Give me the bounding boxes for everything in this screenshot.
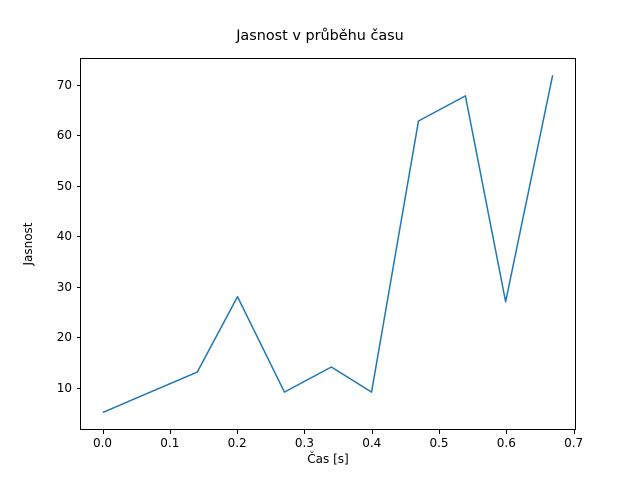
y-tick-label: 10 bbox=[56, 380, 72, 395]
y-tick-label: 40 bbox=[56, 229, 72, 244]
y-axis-label-text: Jasnost bbox=[21, 222, 35, 266]
x-tick-mark bbox=[439, 430, 441, 434]
y-tick-mark bbox=[76, 85, 80, 86]
x-tick-mark bbox=[371, 430, 373, 434]
y-tick-mark bbox=[76, 236, 80, 238]
x-tick-mark bbox=[573, 430, 575, 434]
x-tick-label: 0.3 bbox=[294, 436, 314, 450]
y-tick-label: 60 bbox=[56, 128, 72, 143]
chart-title: Jasnost v průběhu času bbox=[236, 28, 404, 44]
y-tick-label: 70 bbox=[56, 78, 72, 92]
x-tick-label: 0.2 bbox=[227, 436, 247, 450]
x-tick-label: 0.4 bbox=[362, 436, 382, 450]
plot-area bbox=[80, 58, 576, 430]
y-tick-mark bbox=[76, 387, 80, 389]
y-tick-mark bbox=[76, 185, 80, 187]
line-series-jasnost bbox=[102, 75, 554, 413]
x-tick-mark bbox=[102, 430, 104, 434]
x-tick-mark bbox=[506, 430, 508, 434]
y-tick-label: 50 bbox=[56, 178, 72, 193]
y-tick-mark bbox=[76, 337, 80, 339]
x-tick-mark bbox=[304, 430, 306, 434]
y-tick-label: 30 bbox=[56, 279, 72, 294]
data-polyline bbox=[102, 75, 554, 413]
x-tick-label: 0.6 bbox=[496, 436, 516, 450]
x-tick-label: 0.0 bbox=[92, 436, 113, 450]
x-tick-label: 0.7 bbox=[564, 436, 584, 450]
x-tick-label: 0.1 bbox=[160, 436, 180, 450]
x-axis-label: Čas [s] bbox=[307, 452, 349, 466]
y-tick-mark bbox=[76, 286, 80, 288]
x-tick-label: 0.5 bbox=[429, 436, 449, 450]
y-tick-mark bbox=[76, 135, 80, 137]
y-tick-label: 20 bbox=[56, 330, 72, 345]
x-tick-mark bbox=[169, 430, 171, 434]
x-tick-mark bbox=[237, 430, 239, 434]
